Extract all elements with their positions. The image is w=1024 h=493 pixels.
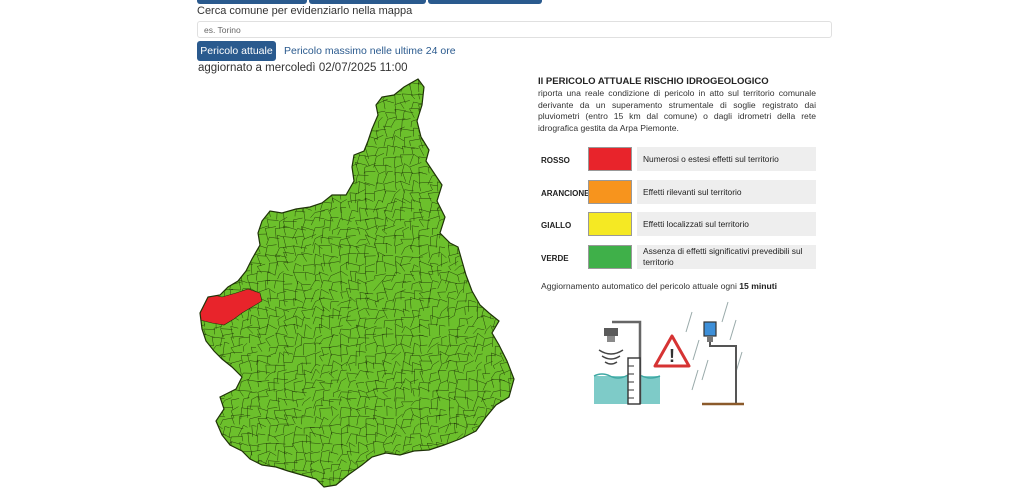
- tab-max-danger-24h[interactable]: Pericolo massimo nelle ultime 24 ore: [284, 45, 456, 57]
- legend-swatch: [588, 245, 632, 269]
- search-label: Cerca comune per evidenziarlo nella mapp…: [197, 5, 413, 17]
- hydrometer-icon: [593, 320, 661, 405]
- auto-update-interval: 15 minuti: [739, 281, 777, 291]
- top-button-3[interactable]: [428, 0, 542, 4]
- update-timestamp: aggiornato a mercoledì 02/07/2025 11:00: [198, 62, 408, 74]
- legend-row-yellow: GIALLO Effetti localizzati sul territori…: [538, 212, 816, 238]
- auto-update-prefix: Aggiornamento automatico del pericolo at…: [541, 281, 737, 291]
- legend-description: Numerosi o estesi effetti sul territorio: [637, 147, 816, 171]
- top-button-2[interactable]: [309, 0, 426, 4]
- warning-icon: !: [653, 334, 691, 368]
- top-button-1[interactable]: [197, 0, 307, 4]
- legend-swatch: [588, 212, 632, 236]
- info-description: riporta una reale condizione di pericolo…: [538, 88, 816, 134]
- legend-row-red: ROSSO Numerosi o estesi effetti sul terr…: [538, 147, 816, 173]
- legend-label: VERDE: [541, 254, 569, 263]
- tab-current-danger[interactable]: Pericolo attuale: [197, 41, 276, 61]
- piemonte-map[interactable]: [196, 75, 518, 488]
- sensors-illustration: !: [593, 301, 744, 406]
- search-input[interactable]: [197, 21, 832, 38]
- legend-description: Assenza di effetti significativi prevedi…: [637, 245, 816, 269]
- legend-label: ROSSO: [541, 156, 570, 165]
- legend-swatch: [588, 147, 632, 171]
- legend-label: ARANCIONE: [541, 189, 590, 198]
- rain-gauge-icon: [685, 301, 744, 406]
- info-title: Il PERICOLO ATTUALE RISCHIO IDROGEOLOGIC…: [538, 76, 769, 87]
- legend-label: GIALLO: [541, 221, 572, 230]
- warning-symbol: !: [669, 346, 675, 366]
- legend-row-orange: ARANCIONE Effetti rilevanti sul territor…: [538, 180, 816, 206]
- legend-row-green: VERDE Assenza di effetti significativi p…: [538, 245, 816, 271]
- auto-update-note: Aggiornamento automatico del pericolo at…: [541, 281, 777, 291]
- legend-description: Effetti rilevanti sul territorio: [637, 180, 816, 204]
- legend-description: Effetti localizzati sul territorio: [637, 212, 816, 236]
- legend-swatch: [588, 180, 632, 204]
